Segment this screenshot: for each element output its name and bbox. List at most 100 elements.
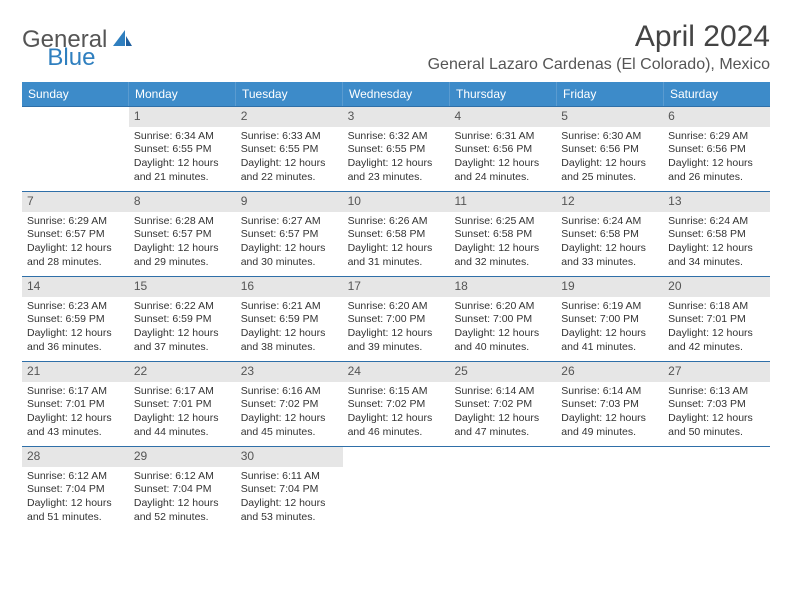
- sunrise-line: Sunrise: 6:24 AM: [668, 215, 765, 229]
- dow-header-row: SundayMondayTuesdayWednesdayThursdayFrid…: [22, 82, 770, 106]
- week-row: 7Sunrise: 6:29 AMSunset: 6:57 PMDaylight…: [22, 191, 770, 276]
- daylight-line: Daylight: 12 hours and 42 minutes.: [668, 327, 765, 354]
- day-body: Sunrise: 6:21 AMSunset: 6:59 PMDaylight:…: [236, 297, 343, 360]
- day-cell: 29Sunrise: 6:12 AMSunset: 7:04 PMDayligh…: [129, 447, 236, 531]
- day-cell: 2Sunrise: 6:33 AMSunset: 6:55 PMDaylight…: [236, 107, 343, 191]
- day-body: Sunrise: 6:25 AMSunset: 6:58 PMDaylight:…: [449, 212, 556, 275]
- day-number: 8: [129, 192, 236, 212]
- day-number: 19: [556, 277, 663, 297]
- sunset-line: Sunset: 7:04 PM: [241, 483, 338, 497]
- sunset-line: Sunset: 6:58 PM: [561, 228, 658, 242]
- sunrise-line: Sunrise: 6:17 AM: [27, 385, 124, 399]
- day-body: Sunrise: 6:32 AMSunset: 6:55 PMDaylight:…: [343, 127, 450, 190]
- day-body: Sunrise: 6:33 AMSunset: 6:55 PMDaylight:…: [236, 127, 343, 190]
- day-number: 28: [22, 447, 129, 467]
- day-body: Sunrise: 6:28 AMSunset: 6:57 PMDaylight:…: [129, 212, 236, 275]
- month-title: April 2024: [428, 20, 770, 54]
- sunset-line: Sunset: 7:01 PM: [668, 313, 765, 327]
- sunrise-line: Sunrise: 6:29 AM: [668, 130, 765, 144]
- sunset-line: Sunset: 6:58 PM: [668, 228, 765, 242]
- daylight-line: Daylight: 12 hours and 43 minutes.: [27, 412, 124, 439]
- sunset-line: Sunset: 7:00 PM: [348, 313, 445, 327]
- sunrise-line: Sunrise: 6:30 AM: [561, 130, 658, 144]
- day-number: 14: [22, 277, 129, 297]
- day-number: 29: [129, 447, 236, 467]
- daylight-line: Daylight: 12 hours and 28 minutes.: [27, 242, 124, 269]
- sunrise-line: Sunrise: 6:26 AM: [348, 215, 445, 229]
- day-number: 24: [343, 362, 450, 382]
- daylight-line: Daylight: 12 hours and 29 minutes.: [134, 242, 231, 269]
- day-body: Sunrise: 6:14 AMSunset: 7:02 PMDaylight:…: [449, 382, 556, 445]
- day-cell: 18Sunrise: 6:20 AMSunset: 7:00 PMDayligh…: [449, 277, 556, 361]
- sunrise-line: Sunrise: 6:21 AM: [241, 300, 338, 314]
- sunset-line: Sunset: 7:02 PM: [348, 398, 445, 412]
- sunset-line: Sunset: 7:04 PM: [134, 483, 231, 497]
- dow-header: Saturday: [664, 82, 770, 106]
- sunset-line: Sunset: 6:57 PM: [241, 228, 338, 242]
- sunrise-line: Sunrise: 6:22 AM: [134, 300, 231, 314]
- day-number: 13: [663, 192, 770, 212]
- sunset-line: Sunset: 7:00 PM: [561, 313, 658, 327]
- day-number: 12: [556, 192, 663, 212]
- day-cell: 11Sunrise: 6:25 AMSunset: 6:58 PMDayligh…: [449, 192, 556, 276]
- day-number: 22: [129, 362, 236, 382]
- daylight-line: Daylight: 12 hours and 45 minutes.: [241, 412, 338, 439]
- daylight-line: Daylight: 12 hours and 41 minutes.: [561, 327, 658, 354]
- sunset-line: Sunset: 6:55 PM: [241, 143, 338, 157]
- day-number: 25: [449, 362, 556, 382]
- day-body: Sunrise: 6:29 AMSunset: 6:56 PMDaylight:…: [663, 127, 770, 190]
- day-number: 17: [343, 277, 450, 297]
- sunrise-line: Sunrise: 6:32 AM: [348, 130, 445, 144]
- sunset-line: Sunset: 6:59 PM: [241, 313, 338, 327]
- sunrise-line: Sunrise: 6:14 AM: [454, 385, 551, 399]
- day-cell: [556, 447, 663, 531]
- sunrise-line: Sunrise: 6:20 AM: [348, 300, 445, 314]
- week-row: 28Sunrise: 6:12 AMSunset: 7:04 PMDayligh…: [22, 446, 770, 531]
- day-cell: [449, 447, 556, 531]
- sunset-line: Sunset: 7:00 PM: [454, 313, 551, 327]
- day-body: Sunrise: 6:17 AMSunset: 7:01 PMDaylight:…: [22, 382, 129, 445]
- daylight-line: Daylight: 12 hours and 53 minutes.: [241, 497, 338, 524]
- day-body: Sunrise: 6:23 AMSunset: 6:59 PMDaylight:…: [22, 297, 129, 360]
- day-body: Sunrise: 6:24 AMSunset: 6:58 PMDaylight:…: [663, 212, 770, 275]
- day-body: Sunrise: 6:22 AMSunset: 6:59 PMDaylight:…: [129, 297, 236, 360]
- daylight-line: Daylight: 12 hours and 51 minutes.: [27, 497, 124, 524]
- sunrise-line: Sunrise: 6:31 AM: [454, 130, 551, 144]
- location-subtitle: General Lazaro Cardenas (El Colorado), M…: [428, 56, 770, 74]
- day-cell: 6Sunrise: 6:29 AMSunset: 6:56 PMDaylight…: [663, 107, 770, 191]
- day-body: Sunrise: 6:14 AMSunset: 7:03 PMDaylight:…: [556, 382, 663, 445]
- dow-header: Monday: [129, 82, 236, 106]
- calendar: SundayMondayTuesdayWednesdayThursdayFrid…: [22, 82, 770, 531]
- daylight-line: Daylight: 12 hours and 32 minutes.: [454, 242, 551, 269]
- logo: General Blue: [22, 26, 183, 54]
- day-number: 15: [129, 277, 236, 297]
- sunrise-line: Sunrise: 6:24 AM: [561, 215, 658, 229]
- sunset-line: Sunset: 7:01 PM: [27, 398, 124, 412]
- day-cell: 12Sunrise: 6:24 AMSunset: 6:58 PMDayligh…: [556, 192, 663, 276]
- sunset-line: Sunset: 6:59 PM: [27, 313, 124, 327]
- daylight-line: Daylight: 12 hours and 26 minutes.: [668, 157, 765, 184]
- daylight-line: Daylight: 12 hours and 22 minutes.: [241, 157, 338, 184]
- day-number: 7: [22, 192, 129, 212]
- sunset-line: Sunset: 6:57 PM: [27, 228, 124, 242]
- day-body: Sunrise: 6:19 AMSunset: 7:00 PMDaylight:…: [556, 297, 663, 360]
- day-cell: 26Sunrise: 6:14 AMSunset: 7:03 PMDayligh…: [556, 362, 663, 446]
- sunset-line: Sunset: 7:02 PM: [241, 398, 338, 412]
- logo-text-2: Blue: [47, 44, 95, 71]
- day-cell: 4Sunrise: 6:31 AMSunset: 6:56 PMDaylight…: [449, 107, 556, 191]
- daylight-line: Daylight: 12 hours and 30 minutes.: [241, 242, 338, 269]
- daylight-line: Daylight: 12 hours and 21 minutes.: [134, 157, 231, 184]
- day-cell: [343, 447, 450, 531]
- sunrise-line: Sunrise: 6:18 AM: [668, 300, 765, 314]
- day-number: 4: [449, 107, 556, 127]
- day-cell: 28Sunrise: 6:12 AMSunset: 7:04 PMDayligh…: [22, 447, 129, 531]
- day-number: 20: [663, 277, 770, 297]
- day-cell: 8Sunrise: 6:28 AMSunset: 6:57 PMDaylight…: [129, 192, 236, 276]
- sunset-line: Sunset: 7:03 PM: [668, 398, 765, 412]
- day-number: [449, 447, 556, 451]
- week-row: 1Sunrise: 6:34 AMSunset: 6:55 PMDaylight…: [22, 106, 770, 191]
- sunrise-line: Sunrise: 6:23 AM: [27, 300, 124, 314]
- day-cell: 3Sunrise: 6:32 AMSunset: 6:55 PMDaylight…: [343, 107, 450, 191]
- daylight-line: Daylight: 12 hours and 31 minutes.: [348, 242, 445, 269]
- sunrise-line: Sunrise: 6:34 AM: [134, 130, 231, 144]
